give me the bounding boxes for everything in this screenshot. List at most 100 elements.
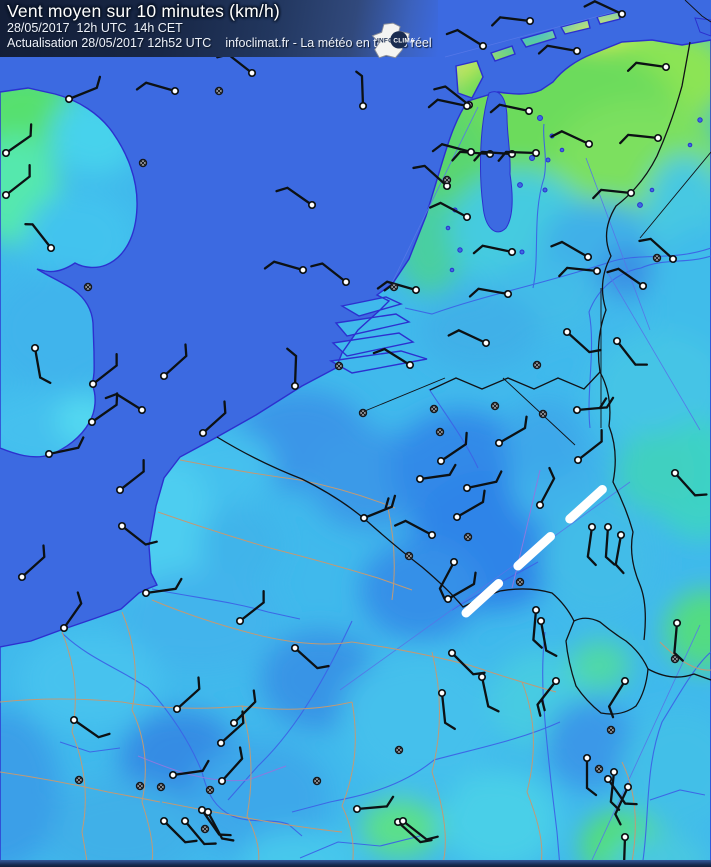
wind-barb-shaft — [604, 525, 616, 566]
calm-station — [334, 361, 344, 371]
wind-barb-shaft — [538, 466, 556, 507]
station-dot — [180, 816, 190, 826]
wind-barb — [359, 494, 397, 523]
wind-barb-shaft — [497, 150, 538, 162]
wind-barb-shaft — [673, 471, 708, 497]
wind-barb-shaft — [372, 347, 412, 367]
calm-station — [515, 577, 525, 587]
wind-barb-shaft — [607, 679, 627, 719]
station-dot — [494, 438, 504, 448]
wind-barb-shaft — [62, 591, 83, 630]
station-dot — [443, 594, 453, 604]
wind-speed-blob — [665, 590, 711, 670]
station-dot — [562, 327, 572, 337]
wind-barb-shaft — [412, 164, 449, 188]
station-dot — [87, 417, 97, 427]
station-dot — [229, 718, 239, 728]
wind-barb-shaft — [439, 431, 468, 463]
wind-barb-shaft — [536, 679, 558, 717]
wind-barb-shaft — [104, 392, 144, 412]
station-dot — [298, 265, 308, 275]
station-dot — [290, 381, 300, 391]
wind-barb-shaft — [673, 621, 684, 662]
route-lines — [339, 10, 701, 861]
wind-speed-blob — [40, 780, 200, 867]
validity-datetime: 28/05/2017 12h UTC 14h CET — [7, 21, 183, 35]
wind-barb-shaft — [638, 237, 675, 261]
wind-barb-shaft — [162, 819, 198, 844]
station-dot — [290, 643, 300, 653]
wind-barb — [536, 616, 558, 658]
station-dot — [462, 101, 472, 111]
wind-barb — [472, 244, 517, 257]
wind-barb-shaft — [615, 339, 649, 366]
calm-station-cross — [76, 777, 82, 783]
wind-barb — [30, 343, 52, 385]
calm-station — [358, 408, 368, 418]
wind-barb — [443, 571, 477, 604]
wind-barb — [436, 431, 468, 466]
wind-speed-blob — [200, 505, 280, 585]
calm-station — [463, 532, 473, 542]
wind-barb — [393, 519, 437, 540]
station-dot — [405, 360, 415, 370]
station-dot — [398, 816, 408, 826]
border-artifact-lines — [359, 0, 711, 446]
station-dot — [1, 190, 11, 200]
wind-barb — [275, 186, 317, 210]
calm-station — [652, 253, 662, 263]
wind-barb — [168, 759, 210, 780]
wind-barb-shaft — [293, 646, 330, 670]
station-dot — [661, 62, 671, 72]
station-dot — [623, 782, 633, 792]
wind-barb — [670, 468, 708, 497]
wind-barb — [180, 816, 217, 846]
station-dot — [572, 405, 582, 415]
station-dot — [341, 277, 351, 287]
wind-barb — [489, 103, 534, 116]
station-dot — [352, 804, 362, 814]
wind-barb — [672, 618, 684, 662]
station-dot — [609, 767, 619, 777]
wind-barb — [376, 280, 421, 295]
wind-barb-shaft — [355, 70, 365, 108]
lakes — [445, 17, 711, 273]
station-dot — [507, 247, 517, 257]
wind-barb-shaft — [614, 785, 630, 826]
wind-barb-shaft — [614, 533, 625, 575]
wind-barb — [550, 240, 593, 262]
wind-barb-shaft — [489, 103, 531, 114]
wind-barb-shaft — [33, 346, 52, 385]
station-dot — [668, 254, 678, 264]
station-dot — [216, 738, 226, 748]
calm-station — [74, 775, 84, 785]
station-dot — [587, 522, 597, 532]
wind-barb — [582, 753, 598, 797]
calm-station — [670, 654, 680, 664]
station-dot — [462, 212, 472, 222]
wind-barb — [614, 782, 633, 826]
wind-speed-blob — [545, 700, 635, 790]
station-dot — [535, 500, 545, 510]
station-dot — [141, 588, 151, 598]
wind-barb-shaft — [480, 675, 500, 713]
wind-barb — [263, 260, 308, 275]
station-dot — [653, 133, 663, 143]
wind-barb-shaft — [537, 44, 579, 55]
wind-barb-shaft — [468, 287, 510, 298]
wind-barb-shaft — [183, 819, 217, 846]
wind-barb-shaft — [451, 150, 492, 162]
logo-disc — [390, 31, 408, 49]
wind-barb — [428, 201, 472, 222]
wind-barb — [286, 347, 300, 391]
wind-barb — [603, 522, 616, 566]
calm-station-cross — [396, 747, 402, 753]
calm-station — [404, 551, 414, 561]
calm-station-cross — [596, 766, 602, 772]
wind-barb-shaft — [135, 81, 177, 93]
wind-barb — [1, 123, 33, 158]
wind-barb-shaft — [201, 400, 227, 435]
wind-speed-blob — [540, 500, 660, 620]
wind-barb — [447, 329, 491, 348]
